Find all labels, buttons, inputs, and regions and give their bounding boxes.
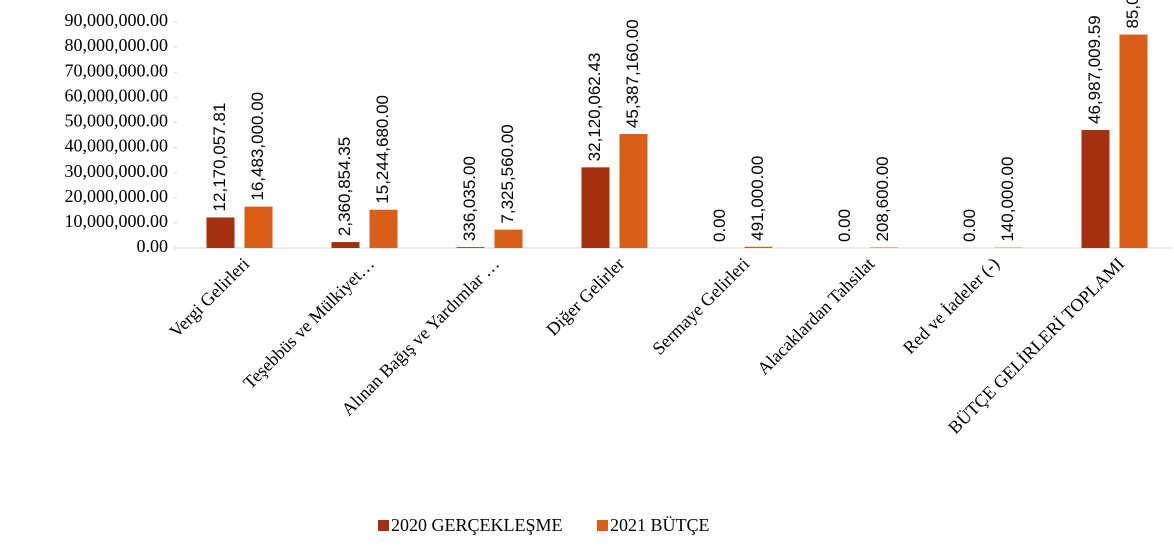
value-label: 46,987,009.59 bbox=[1085, 15, 1104, 124]
legend-label: 2020 GERÇEKLEŞME bbox=[391, 515, 563, 535]
x-tick-label: Teşebbüs ve Mülkiyet… bbox=[239, 254, 378, 393]
value-label: 45,387,160.00 bbox=[623, 19, 642, 128]
y-tick-label: 90,000,000.00 bbox=[65, 10, 169, 30]
legend-swatch bbox=[597, 520, 608, 531]
value-label: 491,000.00 bbox=[748, 156, 767, 241]
value-label: 0.00 bbox=[710, 209, 729, 242]
value-label: 140,000.00 bbox=[998, 157, 1017, 242]
y-tick-label: 20,000,000.00 bbox=[65, 186, 169, 206]
bar bbox=[206, 217, 235, 248]
x-tick-label: Vergi Gelirleri bbox=[165, 254, 253, 342]
x-tick-label: Sermaye Gelirleri bbox=[648, 254, 753, 359]
x-tick-label: Diğer Gelirler bbox=[542, 254, 628, 340]
bar bbox=[456, 247, 485, 248]
legend-swatch bbox=[378, 520, 389, 531]
x-tick-label: Alacaklardan Tahsilat bbox=[753, 254, 878, 379]
value-label: 336,035.00 bbox=[460, 156, 479, 241]
bar bbox=[619, 134, 648, 248]
value-label: 85,000,000.00 bbox=[1123, 0, 1142, 29]
bar bbox=[581, 167, 610, 248]
value-label: 208,600.00 bbox=[873, 156, 892, 241]
bar bbox=[494, 229, 523, 248]
value-label: 0.00 bbox=[960, 209, 979, 242]
bar bbox=[331, 242, 360, 248]
y-tick-label: 60,000,000.00 bbox=[65, 85, 169, 105]
bar bbox=[744, 246, 773, 248]
y-tick-label: 10,000,000.00 bbox=[65, 211, 169, 231]
y-tick-label: 40,000,000.00 bbox=[65, 136, 169, 156]
value-label: 16,483,000.00 bbox=[248, 92, 267, 201]
value-label: 2,360,854.35 bbox=[335, 137, 354, 236]
bar bbox=[244, 206, 273, 248]
legend-label: 2021 BÜTÇE bbox=[610, 515, 710, 535]
y-tick-label: 70,000,000.00 bbox=[65, 60, 169, 80]
value-label: 7,325,560.00 bbox=[498, 124, 517, 223]
bar bbox=[369, 209, 398, 248]
x-tick-label: Red ve İadeler (-) bbox=[899, 254, 1004, 359]
y-tick-label: 30,000,000.00 bbox=[65, 161, 169, 181]
y-tick-label: 80,000,000.00 bbox=[65, 35, 169, 55]
value-label: 12,170,057.81 bbox=[210, 103, 229, 212]
bar bbox=[1119, 34, 1148, 248]
value-label: 32,120,062.43 bbox=[585, 53, 604, 162]
bar bbox=[1081, 130, 1110, 248]
y-tick-label: 50,000,000.00 bbox=[65, 111, 169, 131]
value-label: 0.00 bbox=[835, 209, 854, 242]
bar bbox=[869, 247, 898, 248]
value-label: 15,244,680.00 bbox=[373, 95, 392, 204]
y-tick-label: 0.00 bbox=[137, 236, 169, 256]
